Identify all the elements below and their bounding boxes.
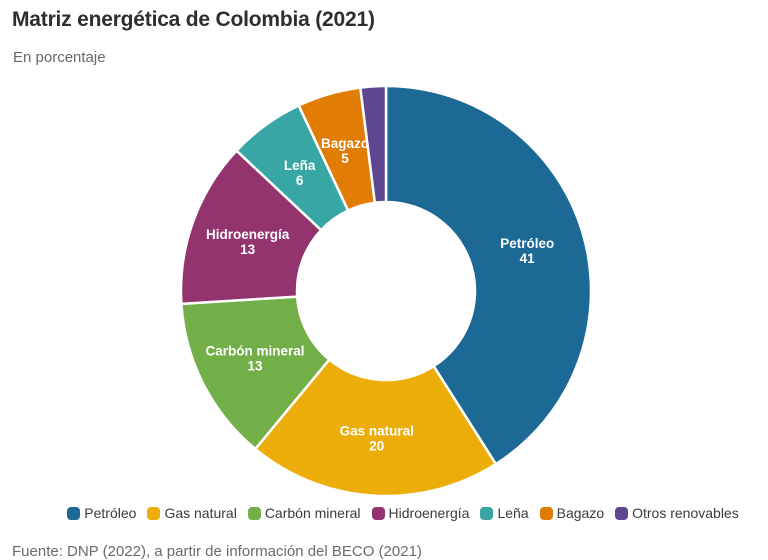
chart-title: Matriz energética de Colombia (2021) <box>12 8 375 31</box>
legend-item-hidroenergia: Hidroenergía <box>371 505 470 521</box>
legend-label-carbon-mineral: Carbón mineral <box>264 505 361 521</box>
donut-slice-hidroenergia[interactable] <box>179 149 323 306</box>
donut-slice-otros-renovables[interactable] <box>359 84 388 204</box>
donut-slice-gas-natural[interactable] <box>254 358 498 498</box>
slice-label-bagazo: Bagazo 5 <box>321 136 369 166</box>
slice-label-hidroenergia: Hidroenergía 13 <box>206 227 290 257</box>
chart-subtitle: En porcentaje <box>13 49 106 66</box>
legend-swatch-carbon-mineral <box>247 506 261 520</box>
legend-label-hidroenergia: Hidroenergía <box>388 505 470 521</box>
legend-swatch-petroleo <box>67 506 81 520</box>
legend-swatch-hidroenergia <box>371 506 385 520</box>
legend-item-petroleo: Petróleo <box>67 505 136 521</box>
legend-swatch-gas-natural <box>147 506 161 520</box>
legend-item-gas-natural: Gas natural <box>147 505 237 521</box>
legend-label-gas-natural: Gas natural <box>164 505 237 521</box>
slice-label-carbon-mineral: Carbón mineral 13 <box>205 344 304 374</box>
legend-item-carbon-mineral: Carbón mineral <box>247 505 361 521</box>
slice-label-lena: Leña 6 <box>284 158 316 188</box>
legend-swatch-otros-renovables <box>615 506 629 520</box>
legend-swatch-bagazo <box>539 506 553 520</box>
legend-label-bagazo: Bagazo <box>556 505 605 521</box>
legend-label-otros-renovables: Otros renovables <box>632 505 739 521</box>
legend-label-petroleo: Petróleo <box>84 505 137 521</box>
legend-item-lena: Leña <box>480 505 529 521</box>
source-note: Fuente: DNP (2022), a partir de informac… <box>12 543 422 560</box>
slice-label-petroleo: Petróleo 41 <box>500 236 554 266</box>
chart-legend: Petróleo Gas natural Carbón mineral Hidroen… <box>19 505 768 521</box>
slice-label-gas-natural: Gas natural 20 <box>340 424 414 454</box>
donut-slice-carbon-mineral[interactable] <box>180 295 331 451</box>
legend-item-bagazo: Bagazo <box>539 505 605 521</box>
legend-swatch-lena <box>480 506 494 520</box>
legend-label-lena: Leña <box>497 505 529 521</box>
legend-item-otros-renovables: Otros renovables <box>615 505 739 521</box>
